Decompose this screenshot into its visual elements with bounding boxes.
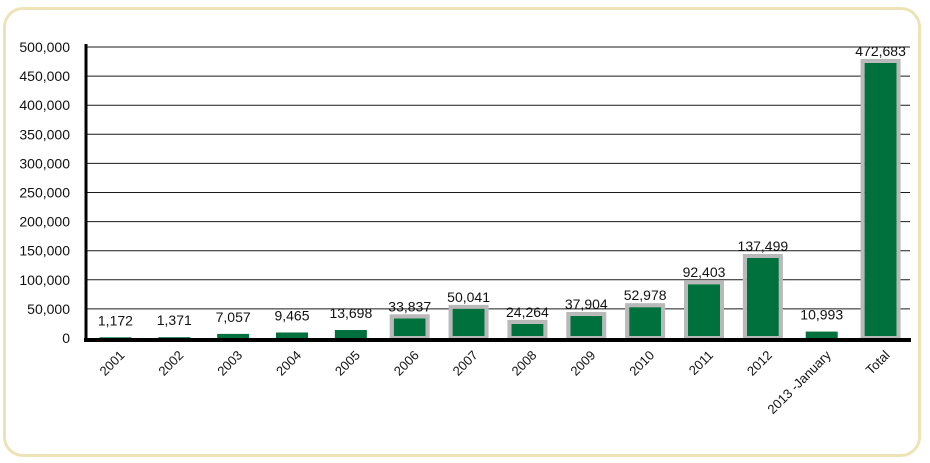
- bars: [99, 58, 901, 341]
- data-label: 137,499: [738, 238, 789, 254]
- bar: [746, 257, 779, 338]
- x-tick-label: 2001: [96, 348, 127, 379]
- y-tick-label: 300,000: [19, 155, 70, 171]
- bar: [452, 308, 485, 338]
- y-axis-ticks: 0 50,000 100,000 150,000 200,000 250,000 300,0…: [19, 39, 70, 346]
- data-label: 52,978: [624, 287, 667, 303]
- bar: [805, 331, 838, 338]
- bar: [276, 332, 308, 338]
- y-tick-label: 50,000: [27, 301, 70, 317]
- data-label: 24,264: [506, 304, 549, 320]
- x-tick-label: 2009: [567, 348, 598, 379]
- y-tick-label: 200,000: [19, 214, 70, 230]
- x-tick-label: 2013 -January: [764, 347, 834, 417]
- y-tick-label: 400,000: [19, 97, 70, 113]
- x-tick-label: 2007: [450, 348, 481, 379]
- x-tick-label: 2002: [155, 348, 186, 379]
- y-tick-label: 350,000: [19, 126, 70, 142]
- x-axis-ticks: 2001 2002 2003 2004 2005 2006 2007 2008 2009 2010…: [96, 347, 892, 417]
- bar: [570, 315, 603, 338]
- bar: [158, 337, 191, 338]
- bar: [864, 62, 897, 338]
- bar: [99, 337, 132, 338]
- bar: [511, 323, 544, 338]
- data-label: 1,371: [157, 312, 192, 328]
- x-tick-label: 2010: [626, 348, 657, 379]
- bar: [334, 330, 367, 338]
- data-label: 33,837: [388, 298, 431, 314]
- bar: [393, 318, 426, 338]
- y-tick-label: 250,000: [19, 185, 70, 201]
- data-label: 92,403: [683, 264, 726, 280]
- x-tick-label: Total: [863, 347, 893, 377]
- data-label: 9,465: [274, 307, 309, 323]
- bar: [217, 333, 250, 338]
- x-tick-label: 2004: [273, 348, 304, 379]
- bar: [688, 284, 720, 338]
- data-label: 50,041: [447, 289, 490, 305]
- data-label: 13,698: [329, 305, 372, 321]
- chart-frame: [3, 7, 921, 457]
- data-label: 1,172: [98, 312, 133, 328]
- data-labels: 1,172 1,371 7,057 9,465 13,698 33,837 50,041 24…: [98, 43, 906, 328]
- x-tick-label: 2008: [508, 348, 539, 379]
- data-label: 472,683: [855, 43, 906, 59]
- bar: [629, 307, 662, 338]
- y-tick-label: 150,000: [19, 243, 70, 259]
- grid-lines: [86, 46, 910, 310]
- data-label: 10,993: [800, 307, 843, 323]
- y-tick-label: 100,000: [19, 272, 70, 288]
- data-label: 37,904: [565, 296, 608, 312]
- y-tick-label: 450,000: [19, 68, 70, 84]
- data-label: 7,057: [216, 309, 251, 325]
- x-tick-label: 2005: [332, 348, 363, 379]
- y-tick-label: 500,000: [19, 39, 70, 55]
- y-tick-label: 0: [62, 330, 70, 346]
- x-tick-label: 2006: [391, 348, 422, 379]
- x-tick-label: 2011: [686, 348, 716, 378]
- x-tick-label: 2012: [744, 348, 775, 379]
- x-tick-label: 2003: [214, 348, 245, 379]
